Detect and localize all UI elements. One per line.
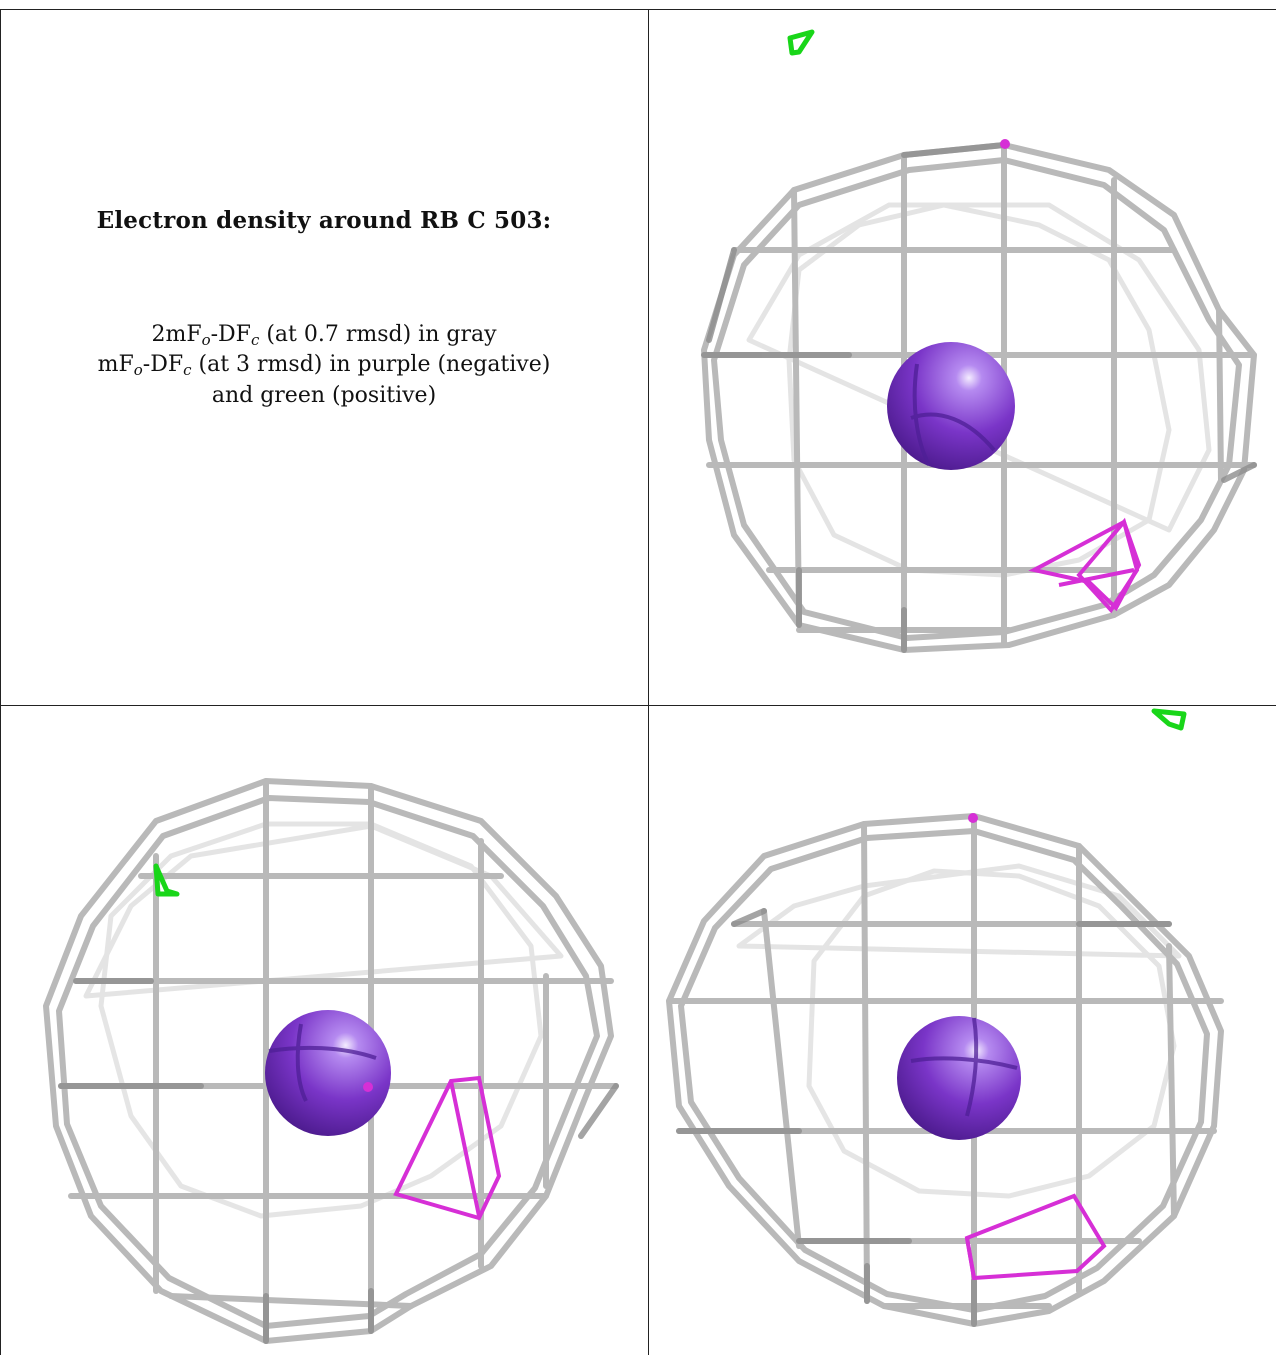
atom-overlay-mesh (910, 1017, 1018, 1117)
negative-density-dot (363, 1082, 373, 1092)
density-view-top-right (649, 10, 1276, 705)
density-view-bottom-right-svg (666, 708, 1224, 1327)
negative-density-blob (964, 1193, 1107, 1281)
rb-atom (887, 342, 1015, 470)
positive-density-blob (787, 29, 815, 56)
legend-positive: and green (positive) (211, 382, 437, 408)
rb-atom (265, 1010, 391, 1136)
figure-title: Electron density around RB C 503: (96, 207, 552, 234)
density-view-top-right-svg (701, 29, 1257, 653)
positive-density-blob (153, 863, 180, 897)
frame-left (0, 9, 1, 1355)
legend-map-fofc: mFo-DFc (at 3 rmsd) in purple (negative) (97, 352, 551, 380)
frame-top (0, 9, 1276, 10)
legend-map-2fofc: 2mFo-DFc (at 0.7 rmsd) in gray (151, 322, 497, 350)
positive-density-blob (1151, 708, 1187, 731)
rb-atom (897, 1016, 1021, 1140)
mesh-2fofc (701, 142, 1257, 653)
negative-density-dot (1000, 139, 1010, 149)
mesh-2fofc (666, 813, 1224, 1327)
figure-legend: 2mFo-DFc (at 0.7 rmsd) in gray mFo-DFc (… (0, 320, 648, 411)
atom-overlay-mesh (268, 1023, 377, 1102)
density-view-bottom-left (1, 706, 648, 1355)
atom-overlay-mesh (910, 363, 996, 466)
frame-middle-horizontal (0, 705, 1276, 706)
frame-middle-vertical (648, 9, 649, 1355)
negative-density-blob (1028, 517, 1142, 614)
density-view-bottom-left-svg (43, 778, 619, 1344)
negative-density-blob (393, 1075, 502, 1221)
negative-density-dot (968, 813, 978, 823)
density-view-bottom-right (649, 706, 1276, 1355)
